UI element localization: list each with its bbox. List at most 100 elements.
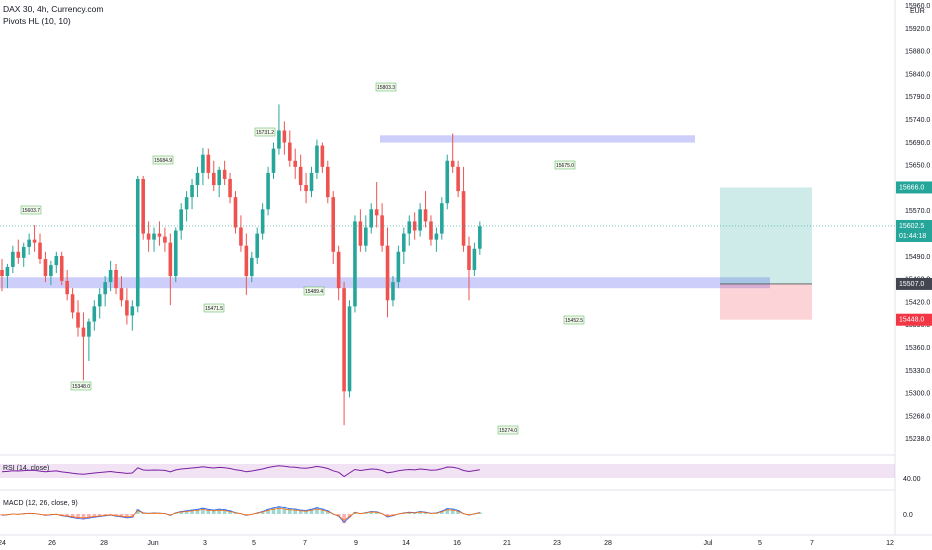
candle-body (456, 166, 460, 192)
candle-body (418, 209, 422, 231)
pivot-label: 15471.5 (205, 306, 223, 312)
macd-histogram-bar (320, 508, 325, 514)
macd-histogram-bar (70, 514, 75, 518)
time-axis-label: 14 (402, 540, 410, 547)
currency-label: EUR (910, 8, 925, 15)
signal-line (1, 507, 480, 521)
chart-title: DAX 30, 4h, Currency.com (3, 4, 104, 14)
price-tick-label: 15570.0 (905, 208, 930, 215)
pivot-label: 15731.2 (256, 130, 274, 136)
candle-body (347, 306, 352, 392)
candle-body (239, 227, 243, 246)
candle-body (445, 160, 450, 204)
candle-body (43, 259, 48, 277)
time-axis-label: 7 (810, 540, 814, 547)
pivot-label-box (70, 381, 92, 391)
time-axis-label: 3 (203, 540, 207, 547)
pivot-label-box (20, 205, 42, 215)
candle-body (59, 256, 64, 281)
candle-body (472, 248, 477, 270)
candle-body (450, 160, 455, 167)
candle-body (11, 251, 15, 267)
candle-body (353, 221, 357, 307)
candle-body (320, 145, 325, 167)
entry-text: 15507.0 (899, 281, 924, 288)
time-axis-label: 26 (48, 540, 56, 547)
macd-histogram-bar (277, 506, 281, 514)
rsi-line (1, 465, 480, 478)
macd-histogram-bar (130, 514, 135, 518)
rsi-label: RSI (14, close) (3, 465, 49, 472)
macd-level-label: 0.0 (903, 512, 913, 519)
candle-body (49, 265, 53, 277)
pivot-label-box (152, 155, 174, 165)
macd-histogram-bar (222, 509, 227, 514)
macd-histogram-bar (179, 511, 183, 514)
macd-histogram-bar (304, 510, 308, 514)
pivot-label: 15803.3 (377, 85, 395, 91)
candle-body (331, 197, 336, 252)
candle-body (342, 288, 346, 392)
candle-body (130, 306, 135, 316)
macd-label: MACD (12, 26, close, 9) (3, 500, 78, 507)
candle-body (396, 251, 401, 283)
time-axis-label: Jul (704, 540, 713, 547)
candle-body (423, 209, 428, 222)
macd-histogram-bar (287, 508, 292, 514)
candle-body (287, 142, 292, 161)
macd-histogram-bar (87, 514, 91, 519)
macd-histogram-bar (293, 508, 298, 514)
pivot-label: 15489.4 (305, 289, 323, 295)
macd-histogram-bar (195, 508, 200, 514)
candle-body (407, 221, 412, 234)
pivot-label-box (497, 425, 519, 435)
price-tick-label: 15740.0 (905, 117, 930, 124)
candle-body (391, 282, 395, 301)
pivot-label-box (554, 160, 576, 170)
candle-body (402, 233, 406, 252)
candle-body (369, 209, 374, 228)
candle-body (81, 327, 86, 337)
candle-body (103, 282, 107, 295)
candle-body (92, 306, 97, 322)
candle-body (70, 294, 75, 313)
macd-histogram-bar (342, 514, 346, 524)
macd-histogram-bar (92, 514, 97, 518)
candle-body (461, 191, 466, 246)
take-profit-badge (896, 181, 932, 194)
time-axis-label: 28 (604, 540, 612, 547)
pivot-label: 15274.0 (499, 428, 517, 434)
pivot-label-box (203, 303, 225, 313)
macd-histogram-bar (201, 507, 205, 514)
candle-body (195, 172, 200, 186)
current-price-text: 15602.5 (899, 223, 924, 230)
time-axis-label: 5 (252, 540, 256, 547)
candle-body (260, 209, 265, 234)
candle-body (380, 215, 384, 246)
candle-body (5, 266, 10, 277)
candle-body (228, 178, 232, 198)
macd-histogram-bar (81, 514, 86, 520)
candle-body (125, 300, 129, 316)
candle-body (429, 221, 433, 240)
price-tick-label: 15960.0 (905, 3, 930, 10)
price-tick-label: 15690.0 (905, 140, 930, 147)
candle-body (54, 256, 59, 266)
macd-histogram-bar (65, 514, 69, 517)
candle-body (16, 251, 21, 258)
macd-histogram-bar (347, 514, 352, 518)
macd-histogram-bar (76, 514, 80, 519)
pivot-label-box (254, 127, 276, 137)
candle-body (65, 280, 69, 295)
candle-body (184, 197, 189, 210)
macd-histogram-bar (445, 508, 450, 514)
price-tick-label: 15360.0 (905, 345, 930, 352)
candle-body (222, 169, 227, 179)
candle-body (211, 172, 216, 186)
macd-histogram-bar (336, 514, 341, 517)
time-axis-label: 23 (553, 540, 561, 547)
candle-body (266, 172, 270, 210)
time-axis-label: 28 (100, 540, 108, 547)
candle-body (277, 130, 281, 149)
